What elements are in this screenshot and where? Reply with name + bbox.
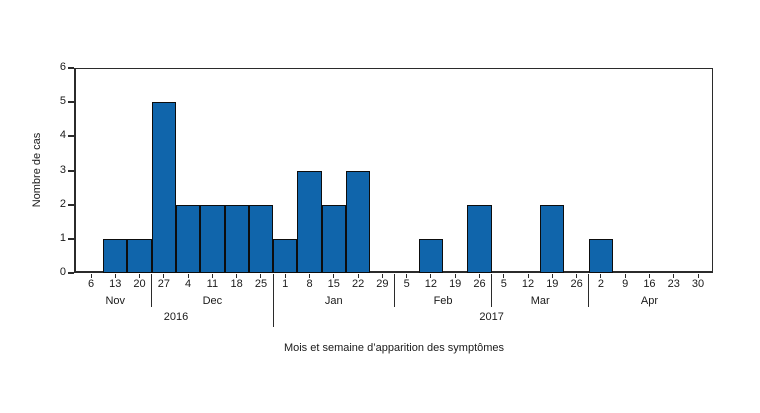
x-tick-mark xyxy=(478,274,480,278)
x-tick-mark xyxy=(333,274,335,278)
x-tick-mark xyxy=(260,274,262,278)
month-label-mar: Mar xyxy=(530,295,550,307)
x-tick-label: 20 xyxy=(133,278,146,290)
bar-week-4 xyxy=(175,204,201,273)
x-tick-mark xyxy=(576,274,578,278)
x-tick-mark xyxy=(503,274,505,278)
x-tick-label: 5 xyxy=(500,278,507,290)
plot-area xyxy=(74,68,713,273)
y-tick-label: 3 xyxy=(59,163,66,176)
x-tick-label: 12 xyxy=(424,278,438,290)
x-tick-label: 9 xyxy=(622,278,629,290)
x-tick-mark xyxy=(90,274,92,278)
y-tick-label: 1 xyxy=(59,231,66,244)
y-tick-mark xyxy=(68,135,74,138)
y-tick-label: 2 xyxy=(59,197,66,210)
bar-week-12 xyxy=(418,238,444,273)
x-tick-label: 2 xyxy=(597,278,604,290)
bar-week-25 xyxy=(248,204,274,273)
y-tick-mark xyxy=(68,272,74,274)
x-tick-label: 23 xyxy=(667,278,680,290)
x-axis-title: Mois et semaine d’apparition des symptôm… xyxy=(283,342,505,354)
x-tick-label: 26 xyxy=(570,278,583,290)
x-tick-mark xyxy=(454,274,456,278)
y-tick-label: 5 xyxy=(59,95,66,108)
x-tick-label: 30 xyxy=(691,278,705,290)
month-label-nov: Nov xyxy=(105,295,126,307)
x-tick-label: 19 xyxy=(449,278,462,290)
month-separator xyxy=(151,274,153,307)
y-tick-mark xyxy=(68,101,74,104)
bar-week-18 xyxy=(224,204,249,273)
x-tick-label: 8 xyxy=(306,278,313,290)
x-tick-mark xyxy=(430,274,432,278)
bar-week-2 xyxy=(588,238,613,273)
x-tick-label: 4 xyxy=(185,278,192,290)
x-tick-mark xyxy=(211,274,213,278)
x-tick-label: 6 xyxy=(87,278,95,290)
y-tick-mark xyxy=(68,237,74,240)
x-tick-mark xyxy=(527,274,529,278)
x-tick-label: 19 xyxy=(546,278,559,290)
bar-week-1 xyxy=(273,238,298,273)
month-label-apr: Apr xyxy=(640,295,658,307)
x-tick-mark xyxy=(673,274,675,278)
bar-week-22 xyxy=(345,170,371,273)
y-tick-label: 6 xyxy=(59,61,66,73)
x-tick-label: 12 xyxy=(521,278,535,290)
x-tick-mark xyxy=(648,274,650,278)
x-tick-mark xyxy=(381,274,383,278)
x-tick-mark xyxy=(187,274,189,278)
year-label-2016: 2016 xyxy=(163,311,189,323)
x-tick-mark xyxy=(406,274,408,278)
month-separator xyxy=(491,274,493,307)
x-tick-mark xyxy=(139,274,141,278)
x-tick-label: 15 xyxy=(327,278,340,290)
x-tick-label: 25 xyxy=(254,278,268,290)
month-label-jan: Jan xyxy=(324,295,343,307)
month-label-feb: Feb xyxy=(433,295,453,307)
x-tick-mark xyxy=(551,274,553,278)
y-tick-mark xyxy=(68,67,74,69)
y-tick-label: 4 xyxy=(59,129,66,142)
x-tick-label: 22 xyxy=(351,278,365,290)
x-tick-mark xyxy=(309,274,311,278)
x-tick-label: 18 xyxy=(230,278,243,290)
x-tick-mark xyxy=(114,274,116,278)
x-tick-mark xyxy=(357,274,359,278)
x-tick-mark xyxy=(163,274,165,278)
y-tick-mark xyxy=(68,203,74,206)
bar-week-11 xyxy=(200,204,225,273)
bar-week-8 xyxy=(297,170,322,273)
bar-week-27 xyxy=(151,102,176,273)
x-tick-mark xyxy=(600,274,602,278)
x-tick-mark xyxy=(284,274,286,278)
x-tick-mark xyxy=(236,274,238,278)
x-tick-label: 11 xyxy=(206,278,219,290)
x-tick-mark xyxy=(624,274,626,278)
year-separator xyxy=(272,274,274,327)
bar-week-20 xyxy=(127,238,152,273)
month-separator xyxy=(394,274,395,307)
bar-week-15 xyxy=(321,204,346,273)
x-tick-label: 26 xyxy=(473,278,486,290)
month-separator xyxy=(588,274,590,307)
x-tick-label: 29 xyxy=(376,278,389,290)
month-label-dec: Dec xyxy=(202,295,223,307)
x-tick-label: 27 xyxy=(157,278,170,290)
y-tick-mark xyxy=(68,169,74,172)
x-tick-mark xyxy=(697,274,699,278)
x-tick-label: 5 xyxy=(403,278,410,290)
bar-week-19 xyxy=(540,204,565,273)
bar-week-13 xyxy=(103,238,128,273)
x-tick-label: 1 xyxy=(282,278,289,290)
bar-week-26 xyxy=(467,204,492,273)
year-label-2017: 2017 xyxy=(479,311,504,323)
y-tick-label: 0 xyxy=(59,266,66,278)
x-tick-label: 16 xyxy=(643,278,656,290)
x-tick-label: 13 xyxy=(109,278,122,290)
